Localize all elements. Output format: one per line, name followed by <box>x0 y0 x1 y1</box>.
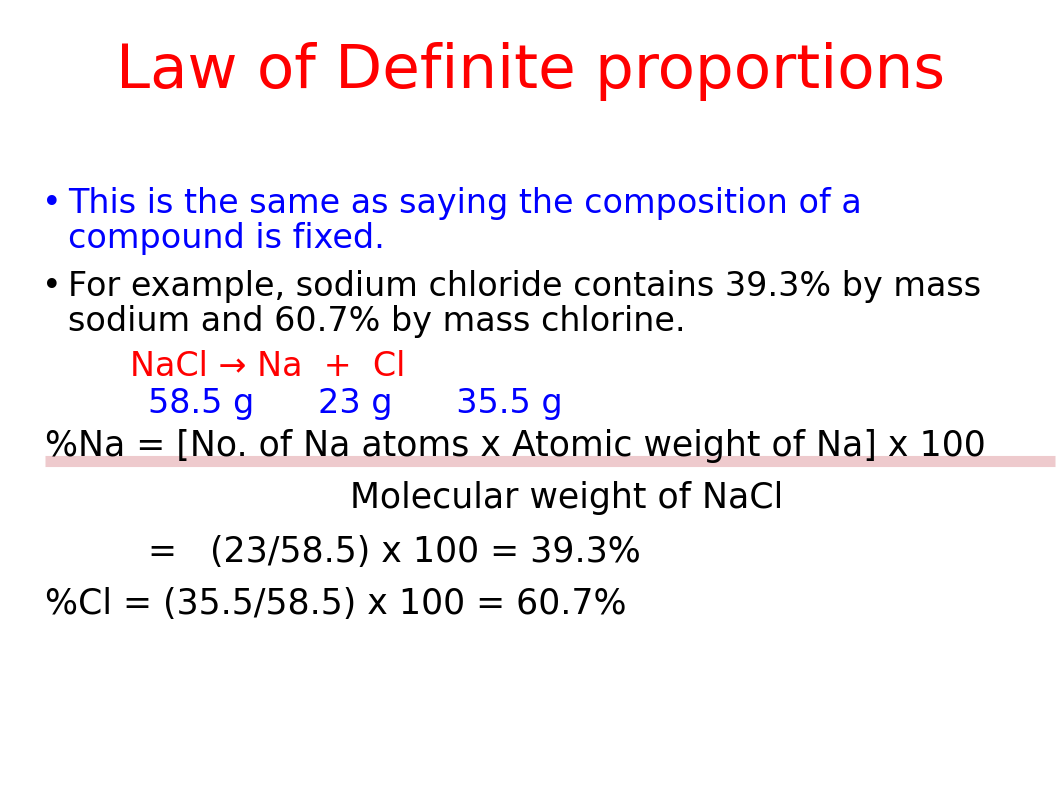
Text: For example, sodium chloride contains 39.3% by mass: For example, sodium chloride contains 39… <box>68 270 981 303</box>
Text: sodium and 60.7% by mass chlorine.: sodium and 60.7% by mass chlorine. <box>68 305 686 338</box>
Text: =   (23/58.5) x 100 = 39.3%: = (23/58.5) x 100 = 39.3% <box>148 535 640 569</box>
Text: compound is fixed.: compound is fixed. <box>68 222 384 255</box>
Text: Law of Definite proportions: Law of Definite proportions <box>117 42 945 101</box>
Text: •: • <box>42 270 62 303</box>
Text: Molecular weight of NaCl: Molecular weight of NaCl <box>350 481 784 515</box>
Text: %Na = [No. of Na atoms x Atomic weight of Na] x 100: %Na = [No. of Na atoms x Atomic weight o… <box>45 429 986 463</box>
Text: NaCl → Na  +  Cl: NaCl → Na + Cl <box>130 350 406 383</box>
Text: This is the same as saying the composition of a: This is the same as saying the compositi… <box>68 187 861 220</box>
Text: %Cl = (35.5/58.5) x 100 = 60.7%: %Cl = (35.5/58.5) x 100 = 60.7% <box>45 587 627 621</box>
Text: •: • <box>42 187 62 220</box>
Text: 58.5 g      23 g      35.5 g: 58.5 g 23 g 35.5 g <box>148 387 563 420</box>
